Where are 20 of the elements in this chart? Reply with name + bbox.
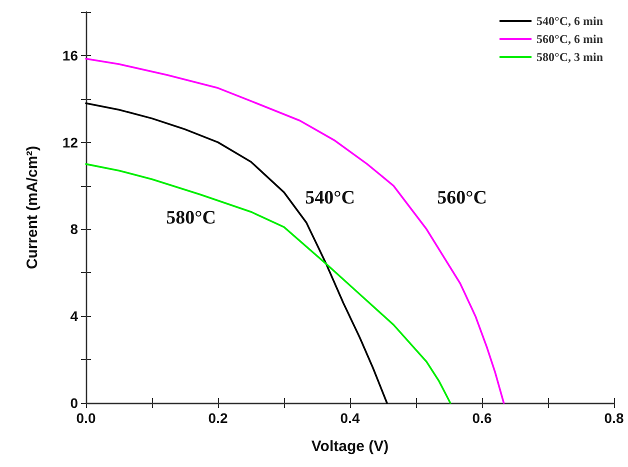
legend-label: 540°C, 6 min <box>536 14 604 28</box>
legend-label: 580°C, 3 min <box>536 50 604 64</box>
x-axis-title: Voltage (V) <box>311 438 389 455</box>
annotation: 580°C <box>166 208 216 228</box>
x-tick-label: 0.8 <box>604 410 624 426</box>
x-tick-label: 0.4 <box>340 410 360 426</box>
x-tick-label: 0.2 <box>208 410 228 426</box>
x-tick-label: 0.6 <box>472 410 492 426</box>
y-tick-label: 8 <box>70 221 78 238</box>
line-series <box>85 58 505 404</box>
annotation: 560°C <box>437 188 487 208</box>
legend-label: 560°C, 6 min <box>536 32 604 46</box>
y-tick-label: 12 <box>62 134 78 150</box>
y-axis-title: Current (mA/cm²) <box>24 146 41 270</box>
y-tick-label: 4 <box>70 308 78 324</box>
y-tick-label: 0 <box>70 395 78 411</box>
annotation: 540°C <box>305 188 355 208</box>
y-tick-label: 16 <box>62 47 78 64</box>
x-tick-label: 0.0 <box>76 410 96 426</box>
line-series <box>85 102 388 404</box>
